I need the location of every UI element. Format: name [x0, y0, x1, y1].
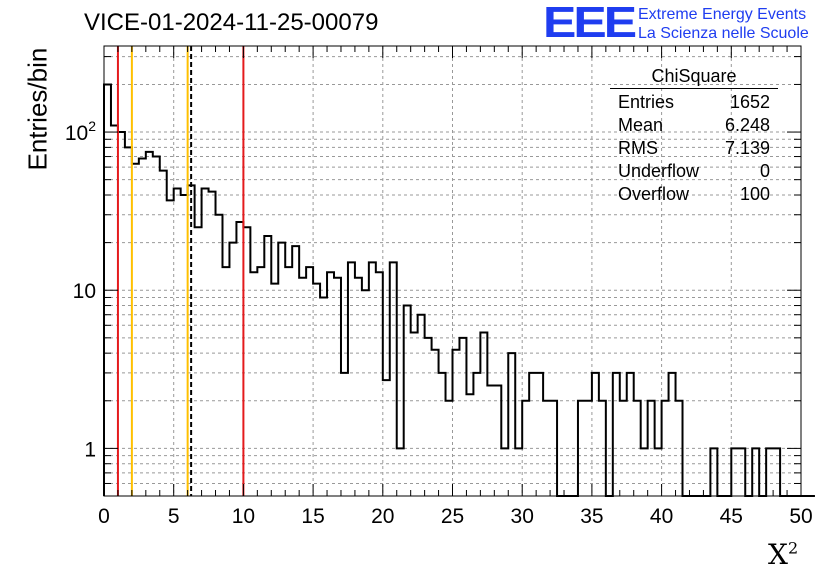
y-tick-label: 10 [73, 280, 96, 303]
y-tick-label: 1 [84, 438, 96, 461]
stats-label: Overflow [618, 184, 690, 204]
stats-title: ChiSquare [610, 66, 778, 89]
y-axis-label: Entries/bin [22, 47, 53, 171]
x-axis-label: X2 [768, 538, 798, 571]
histogram-outline [103, 83, 815, 497]
stats-value: 100 [739, 184, 770, 204]
stats-value: 7.139 [724, 138, 770, 158]
y-tick-label-sup: 2 [88, 118, 96, 134]
x-axis-label-text: X [768, 538, 788, 571]
y-tick-label-base: 10 [65, 122, 88, 145]
stats-rows: Entries 1652 Mean 6.248 RMS 7.139 Underflow 0 Ov… [610, 91, 778, 206]
x-tick-label: 10 [232, 505, 255, 528]
stats-value: 0 [759, 161, 770, 181]
stats-label: Entries [618, 92, 675, 112]
x-tick-label: 25 [441, 505, 464, 528]
stats-row: RMS 7.139 [610, 137, 778, 160]
stats-value: 6.248 [724, 115, 770, 135]
stats-row: Underflow 0 [610, 160, 778, 183]
logo-line-1: Extreme Energy Events [638, 6, 807, 23]
x-axis-label-sup: 2 [787, 538, 799, 558]
stats-value: 1652 [729, 92, 770, 112]
x-tick-label: 35 [580, 505, 603, 528]
reference-lines [116, 46, 245, 496]
x-tick-label: 45 [720, 505, 743, 528]
stats-row: Mean 6.248 [610, 114, 778, 137]
x-tick-label: 50 [789, 505, 812, 528]
eee-logo: EEE [543, 0, 637, 47]
stats-row: Overflow 100 [610, 183, 778, 206]
x-tick-label: 0 [98, 505, 110, 528]
stats-box: ChiSquare Entries 1652 Mean 6.248 RMS 7.139 Un… [610, 66, 778, 206]
histogram-bars [103, 83, 815, 497]
stats-label: Mean [618, 115, 664, 135]
logo-line-2: La Scienza nelle Scuole [638, 25, 809, 42]
stats-row: Entries 1652 [610, 91, 778, 114]
x-tick-label: 15 [301, 505, 324, 528]
stats-label: RMS [618, 138, 658, 158]
x-tick-label: 30 [511, 505, 534, 528]
x-tick-label: 20 [371, 505, 394, 528]
x-tick-label: 5 [168, 505, 180, 528]
stats-label: Underflow [618, 161, 700, 181]
y-tick-label: 102 [65, 118, 96, 145]
chart-title: VICE-01-2024-11-25-00079 [84, 9, 379, 36]
x-tick-label: 40 [650, 505, 673, 528]
